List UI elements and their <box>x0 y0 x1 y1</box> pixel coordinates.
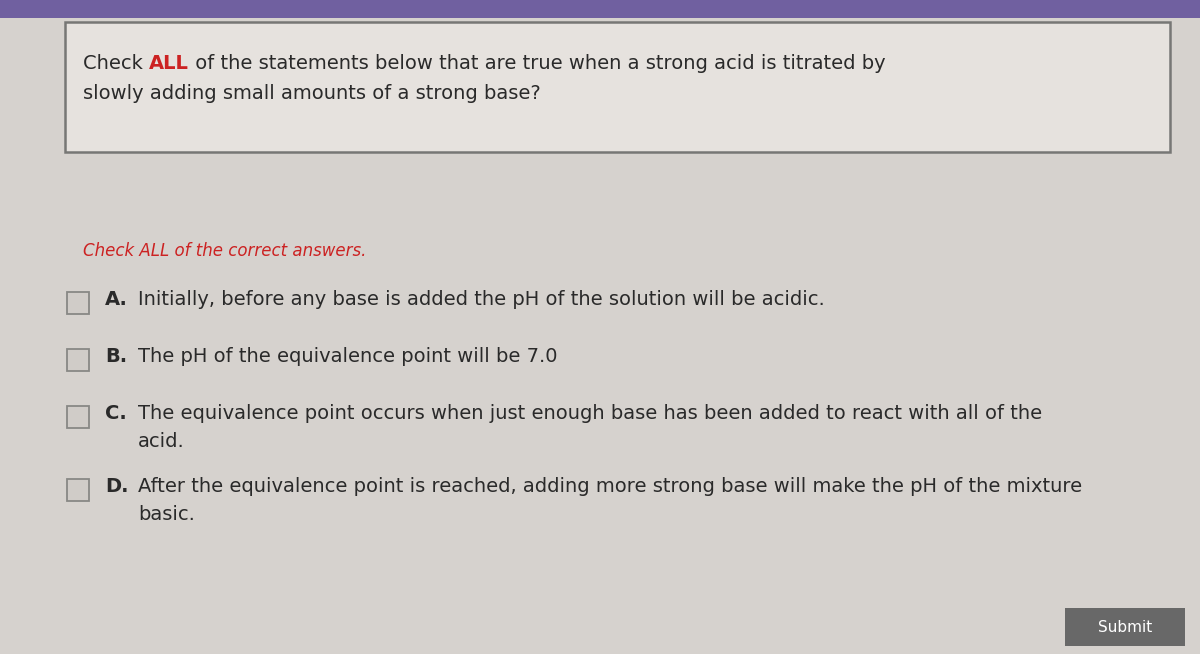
Text: The pH of the equivalence point will be 7.0: The pH of the equivalence point will be … <box>138 347 558 366</box>
Text: D.: D. <box>106 477 128 496</box>
Text: Check ALL of the correct answers.: Check ALL of the correct answers. <box>83 242 366 260</box>
Text: ALL: ALL <box>149 54 190 73</box>
Text: B.: B. <box>106 347 127 366</box>
Bar <box>67 349 89 371</box>
Text: C.: C. <box>106 404 127 423</box>
Text: Check: Check <box>83 54 149 73</box>
Text: After the equivalence point is reached, adding more strong base will make the pH: After the equivalence point is reached, … <box>138 477 1082 496</box>
Bar <box>67 406 89 428</box>
Text: basic.: basic. <box>138 505 194 524</box>
Bar <box>67 479 89 501</box>
Text: slowly adding small amounts of a strong base?: slowly adding small amounts of a strong … <box>83 84 541 103</box>
Bar <box>0 0 1200 18</box>
Text: A.: A. <box>106 290 128 309</box>
Bar <box>67 292 89 314</box>
Text: Initially, before any base is added the pH of the solution will be acidic.: Initially, before any base is added the … <box>138 290 824 309</box>
Text: Submit: Submit <box>1098 619 1152 634</box>
Text: of the statements below that are true when a strong acid is titrated by: of the statements below that are true wh… <box>190 54 886 73</box>
Bar <box>65 22 1170 152</box>
Bar <box>1066 608 1186 646</box>
Text: The equivalence point occurs when just enough base has been added to react with : The equivalence point occurs when just e… <box>138 404 1042 423</box>
Text: acid.: acid. <box>138 432 185 451</box>
